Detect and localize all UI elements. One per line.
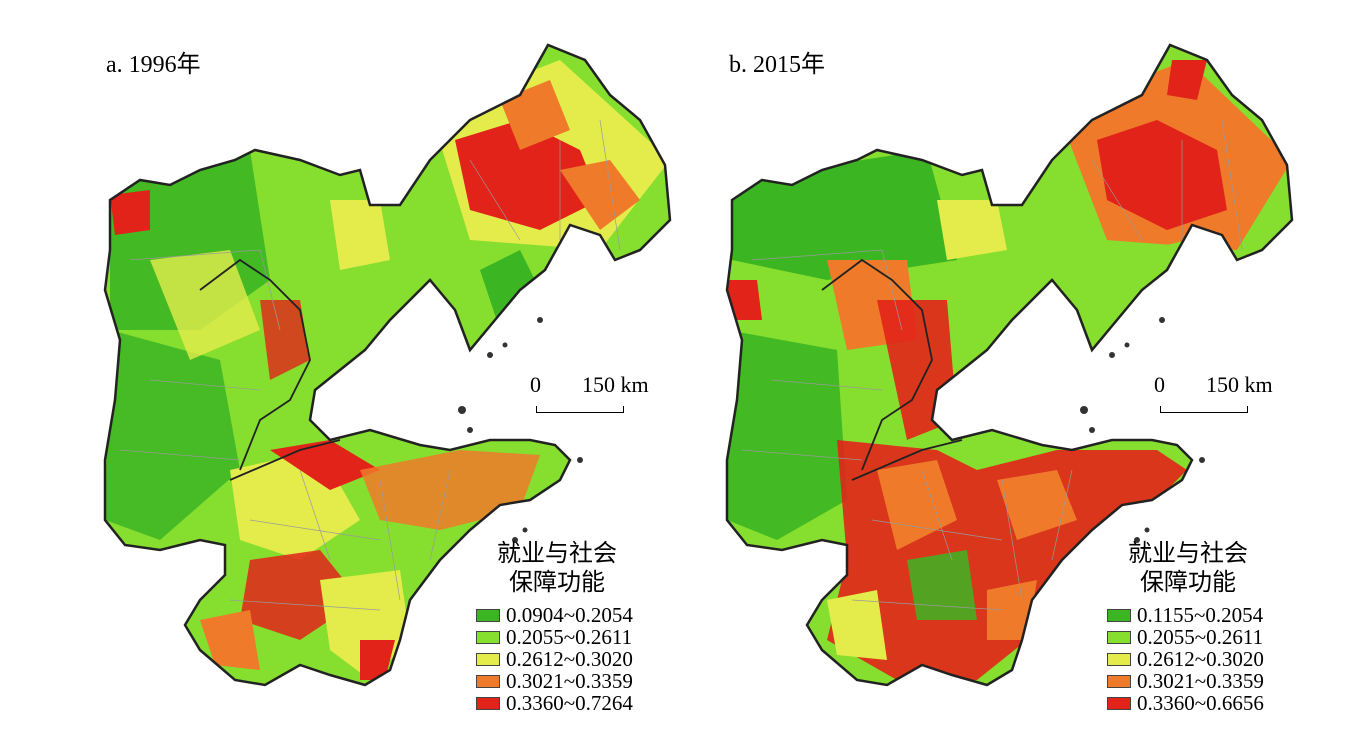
legend-swatch [1107, 696, 1131, 710]
legend-item: 0.3360~0.7264 [476, 692, 686, 714]
legend-swatch [1107, 652, 1131, 666]
panel-title: a. 1996年 [106, 52, 201, 78]
legend-swatch [1107, 608, 1131, 622]
map-panel-2015: b. 2015年 0 150 km 就业与社会 保障功能 0.1155~0.20… [677, 0, 1354, 744]
legend-title-line1: 就业与社会 [497, 541, 617, 567]
legend-item: 0.2612~0.3020 [476, 648, 686, 670]
legend-item: 0.2612~0.3020 [1107, 648, 1317, 670]
legend-label: 0.0904~0.2054 [506, 603, 633, 627]
panel-title: b. 2015年 [729, 52, 825, 78]
legend-label: 0.3021~0.3359 [1137, 669, 1264, 693]
legend-title-line2: 保障功能 [509, 570, 605, 596]
legend-item: 0.3021~0.3359 [476, 670, 686, 692]
scale-bar: 0 150 km [530, 372, 670, 422]
legend-title-line2: 保障功能 [1140, 570, 1236, 596]
scale-line [536, 406, 624, 413]
scale-length-label: 150 km [582, 372, 649, 397]
legend-label: 0.2055~0.2611 [506, 625, 633, 649]
legend-label: 0.3021~0.3359 [506, 669, 633, 693]
choropleth-map [103, 43, 672, 687]
scale-zero-label: 0 [1154, 372, 1165, 397]
legend: 就业与社会 保障功能 0.1155~0.2054 0.2055~0.2611 0… [1107, 540, 1317, 714]
legend-item: 0.0904~0.2054 [476, 604, 686, 626]
legend-swatch [476, 608, 500, 622]
legend-label: 0.2612~0.3020 [506, 647, 633, 671]
legend-item: 0.3021~0.3359 [1107, 670, 1317, 692]
legend: 就业与社会 保障功能 0.0904~0.2054 0.2055~0.2611 0… [476, 540, 686, 714]
scale-bar: 0 150 km [1154, 372, 1294, 422]
scale-line [1160, 406, 1248, 413]
legend-label: 0.3360~0.6656 [1137, 691, 1264, 715]
legend-swatch [476, 696, 500, 710]
legend-label: 0.3360~0.7264 [506, 691, 633, 715]
scale-zero-label: 0 [530, 372, 541, 397]
legend-label: 0.1155~0.2054 [1137, 603, 1264, 627]
legend-item: 0.3360~0.6656 [1107, 692, 1317, 714]
legend-title-line1: 就业与社会 [1128, 541, 1248, 567]
legend-swatch [476, 630, 500, 644]
legend-item: 0.1155~0.2054 [1107, 604, 1317, 626]
map-panel-1996: a. 1996年 0 150 km 就业与社会 保障功能 0.0904~0.20… [103, 43, 672, 714]
legend-item: 0.2055~0.2611 [1107, 626, 1317, 648]
legend-swatch [476, 674, 500, 688]
legend-swatch [1107, 674, 1131, 688]
legend-label: 0.2055~0.2611 [1137, 625, 1264, 649]
legend-swatch [476, 652, 500, 666]
legend-swatch [1107, 630, 1131, 644]
choropleth-map [725, 43, 1294, 687]
scale-length-label: 150 km [1206, 372, 1273, 397]
legend-item: 0.2055~0.2611 [476, 626, 686, 648]
legend-label: 0.2612~0.3020 [1137, 647, 1264, 671]
